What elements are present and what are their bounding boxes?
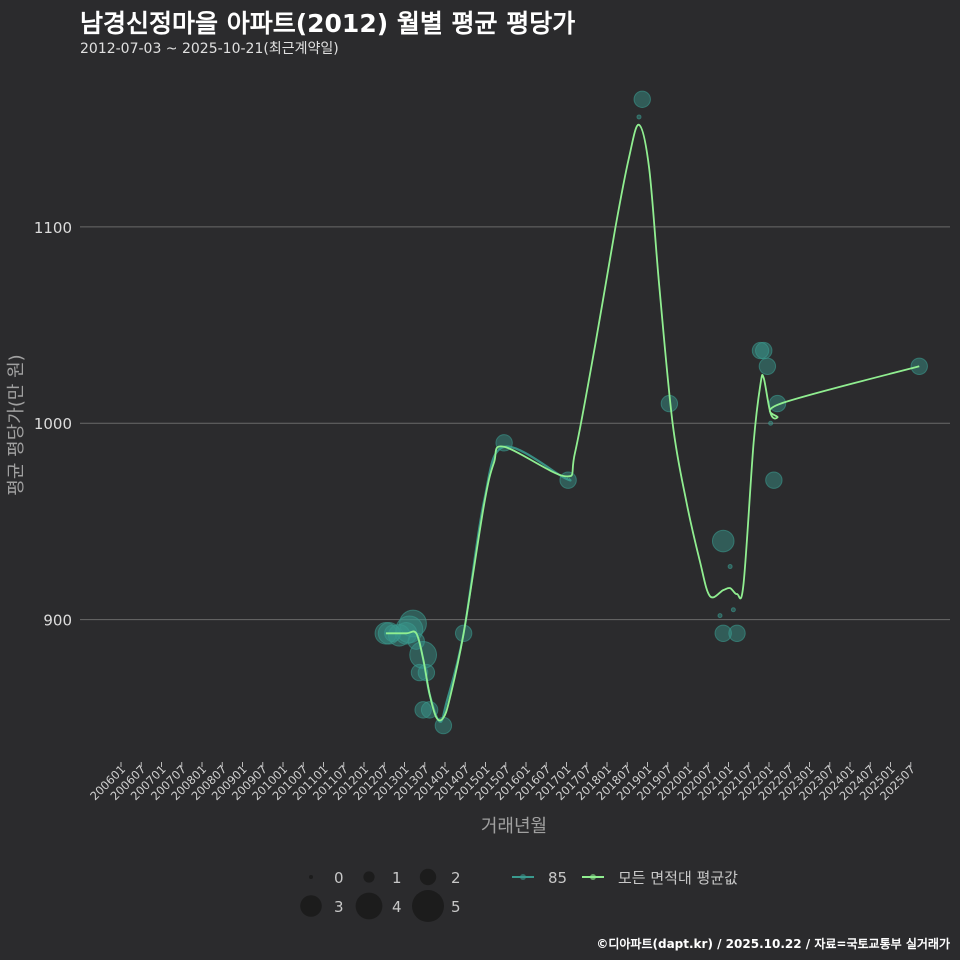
point-85-22 (711, 529, 735, 553)
point-85-17 (633, 90, 651, 108)
legend-size-circle-5 (412, 890, 444, 922)
y-tick-label-1000: 1000 (34, 415, 72, 433)
chart-title: 남경신정마을 아파트(2012) 월별 평균 평당가 (80, 9, 576, 38)
legend-85-marker (520, 874, 526, 880)
line-all-average (385, 123, 920, 722)
x-axis: 2006012006072007012007072008012008072009… (87, 762, 918, 803)
chart-subtitle: 2012-07-03 ~ 2025-10-21(최근계약일) (80, 41, 339, 57)
point-85-24 (730, 607, 736, 613)
point-85-21 (714, 624, 732, 643)
line-85 (385, 445, 572, 723)
point-85-30 (765, 471, 783, 489)
legend-size-label-0: 0 (334, 869, 344, 887)
legend-size-label-5: 5 (451, 898, 461, 916)
legend-size-circle-0 (309, 875, 313, 879)
legend-all-average-marker (590, 874, 596, 880)
point-85-28 (758, 357, 777, 375)
legend-size-circle-4 (355, 892, 383, 920)
point-85-23 (727, 564, 733, 570)
legend-size-circle-3 (300, 895, 322, 917)
point-85-11 (414, 701, 432, 719)
legend-size-label-4: 4 (392, 898, 402, 916)
y-axis: 900 1000 1100 (34, 219, 72, 630)
y-tick-label-900: 900 (43, 612, 72, 630)
legend-size-label-3: 3 (334, 898, 344, 916)
y-axis-label: 평균 평당가(만 원) (6, 354, 27, 495)
legend-size-label-2: 2 (451, 869, 461, 887)
legend-series: 85 모든 면적대 평균값 (512, 869, 738, 887)
point-85-6 (399, 609, 427, 638)
legend-all-average-label: 모든 면적대 평균값 (618, 869, 738, 887)
point-85-25 (728, 624, 746, 643)
point-85-29 (768, 420, 774, 426)
x-axis-label: 거래년월 (481, 816, 547, 837)
point-85-20 (717, 613, 723, 619)
legend-size: 0 1 2 3 4 5 (300, 868, 461, 922)
point-85-27 (755, 341, 773, 360)
grid-lines (80, 226, 950, 621)
series-lines (385, 123, 920, 723)
footer-credit: ©디아파트(dapt.kr) / 2025.10.22 / 자료=국토교통부 실… (596, 937, 950, 951)
point-85-18 (636, 114, 642, 120)
legend-size-circle-2 (419, 868, 437, 886)
y-tick-label-1100: 1100 (34, 219, 72, 237)
point-85-32 (910, 357, 928, 375)
legend-size-label-1: 1 (392, 869, 402, 887)
legend-size-circle-1 (363, 871, 375, 883)
legend-85-label: 85 (548, 869, 567, 887)
